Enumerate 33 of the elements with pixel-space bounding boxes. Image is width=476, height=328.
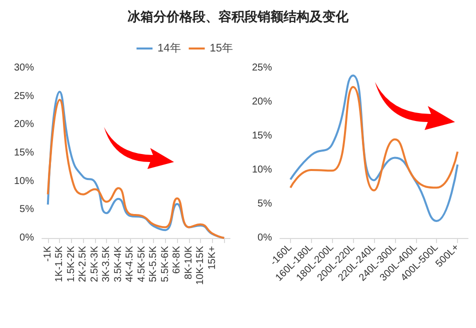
x-tick-label: 4.5K-5K bbox=[136, 246, 148, 282]
y-tick-label: 25% bbox=[14, 90, 34, 102]
y-tick-label: 5% bbox=[20, 204, 34, 216]
y-tick-label: 5% bbox=[258, 198, 272, 210]
x-tick-label: -1K bbox=[42, 246, 54, 262]
x-tick-label: 1K-1.5K bbox=[54, 246, 66, 282]
x-tick-label: 2.5K-3K bbox=[89, 246, 100, 282]
legend-label: 14年 bbox=[158, 42, 181, 54]
x-tick-label: 8K-10K bbox=[183, 246, 194, 280]
y-tick-label: 10% bbox=[252, 164, 272, 176]
y-tick-label: 0% bbox=[258, 232, 272, 244]
x-tick-label: 3K-3.5K bbox=[101, 246, 112, 282]
x-tick-label: 3.5K-4K bbox=[112, 246, 124, 282]
x-tick-label: 5K-5.5K bbox=[148, 246, 160, 282]
x-tick-label: 2K-2.5K bbox=[78, 246, 89, 282]
x-tick-label: 15K+ bbox=[206, 246, 218, 270]
chart-title: 冰箱分价格段、容积段销额结构及变化 bbox=[126, 8, 350, 26]
legend-label: 15年 bbox=[210, 42, 234, 54]
line-series bbox=[289, 74, 459, 222]
y-tick-label: 30% bbox=[14, 62, 34, 74]
y-tick-label: 20% bbox=[14, 119, 34, 130]
x-tick-label: 6K-8K bbox=[172, 246, 183, 274]
x-tick-label: 5.5K-6K bbox=[160, 246, 171, 282]
y-tick-label: 15% bbox=[252, 130, 272, 142]
line-series bbox=[289, 86, 459, 192]
y-tick-label: 20% bbox=[252, 96, 272, 108]
x-tick-label: 1.5K-2K bbox=[66, 246, 77, 282]
x-tick-label: 4K-4.5K bbox=[124, 246, 136, 282]
y-tick-label: 10% bbox=[14, 176, 34, 187]
y-tick-label: 0% bbox=[20, 232, 34, 244]
y-tick-label: 15% bbox=[14, 148, 34, 158]
y-tick-label: 25% bbox=[252, 62, 272, 74]
x-tick-label: 10K-15K bbox=[195, 246, 206, 285]
